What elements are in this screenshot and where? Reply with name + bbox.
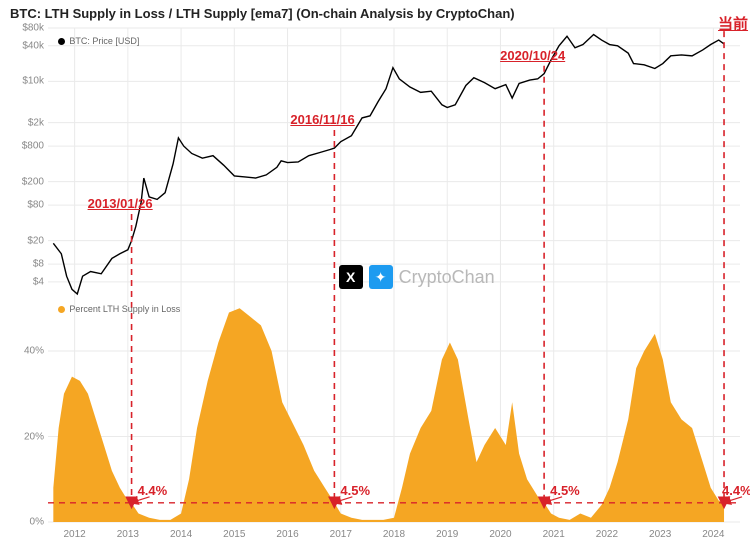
ytick-top: $10k (4, 76, 44, 87)
ytick-top: $8 (4, 259, 44, 270)
marker-pct: 4.5% (340, 483, 370, 498)
xtick: 2016 (276, 529, 298, 540)
ytick-top: $80 (4, 200, 44, 211)
marker-label: 2016/11/16 (290, 112, 354, 127)
xtick: 2020 (489, 529, 511, 540)
ytick-bottom: 0% (4, 517, 44, 528)
marker-pct: 4.4% (138, 483, 168, 498)
ytick-bottom: 40% (4, 346, 44, 357)
legend-lth: Percent LTH Supply in Loss (58, 304, 180, 314)
chart-title: BTC: LTH Supply in Loss / LTH Supply [em… (10, 6, 515, 21)
marker-label: 当前 (718, 13, 748, 34)
twitter-icon: ✦ (369, 265, 393, 289)
xtick: 2018 (383, 529, 405, 540)
xtick: 2023 (649, 529, 671, 540)
xtick: 2022 (596, 529, 618, 540)
plot-area: $4$8$20$80$200$800$2k$10k$40k$80k0%20%40… (48, 28, 740, 522)
xtick: 2015 (223, 529, 245, 540)
ytick-bottom: 20% (4, 431, 44, 442)
ytick-top: $20 (4, 235, 44, 246)
xtick: 2013 (117, 529, 139, 540)
ytick-top: $200 (4, 176, 44, 187)
marker-pct: 4.5% (550, 483, 580, 498)
marker-label: 2013/01/26 (88, 196, 153, 211)
xtick: 2021 (543, 529, 565, 540)
xtick: 2017 (330, 529, 352, 540)
ytick-top: $800 (4, 141, 44, 152)
legend-price: BTC: Price [USD] (58, 36, 139, 46)
marker-label: 2020/10/24 (500, 48, 565, 63)
ytick-top: $2k (4, 117, 44, 128)
x-icon: X (339, 265, 363, 289)
watermark-text: CryptoChan (399, 267, 495, 288)
xtick: 2019 (436, 529, 458, 540)
xtick: 2012 (63, 529, 85, 540)
ytick-top: $4 (4, 276, 44, 287)
ytick-top: $80k (4, 23, 44, 34)
xtick: 2014 (170, 529, 192, 540)
ytick-top: $40k (4, 40, 44, 51)
watermark: X✦ CryptoChan (339, 265, 495, 289)
marker-pct: 4.4% (722, 483, 750, 498)
xtick: 2024 (702, 529, 724, 540)
